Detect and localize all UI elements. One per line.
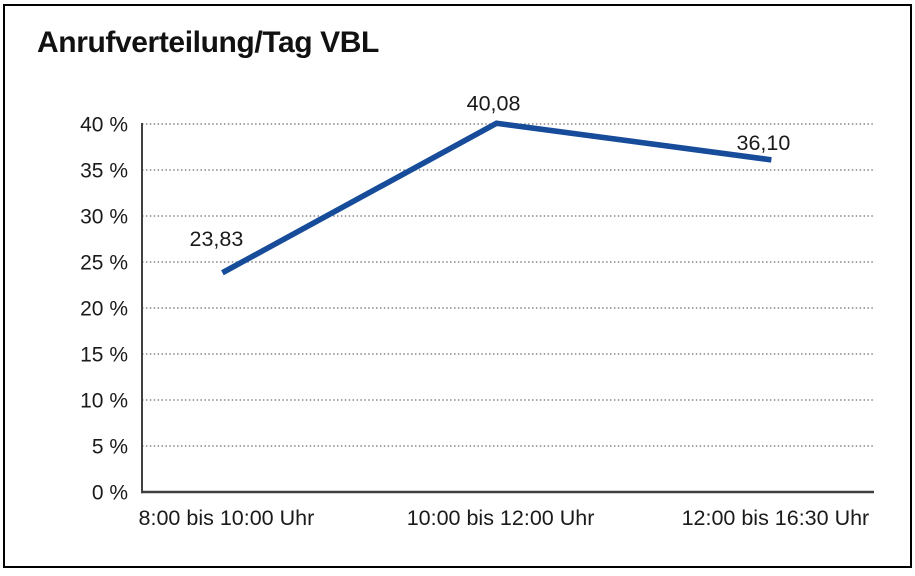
y-tick-label: 15 %	[80, 344, 128, 367]
value-label: 36,10	[736, 131, 790, 155]
y-tick-label: 30 %	[80, 206, 128, 229]
x-tick-label: 12:00 bis 16:30 Uhr	[682, 506, 870, 530]
y-tick-label: 10 %	[80, 390, 128, 413]
y-tick-label: 20 %	[80, 298, 128, 321]
y-tick-label: 25 %	[80, 252, 128, 275]
y-tick-label: 0 %	[92, 482, 128, 505]
x-tick-label: 8:00 bis 10:00 Uhr	[139, 506, 315, 530]
chart-frame	[3, 4, 912, 568]
x-tick-label: 10:00 bis 12:00 Uhr	[407, 506, 595, 530]
y-tick-label: 40 %	[80, 114, 128, 137]
data-line	[221, 120, 772, 276]
y-tick-label: 5 %	[92, 436, 128, 459]
value-label: 40,08	[467, 91, 521, 115]
chart-title: Anrufverteilung/Tag VBL	[37, 26, 379, 59]
value-label: 23,83	[190, 227, 244, 251]
y-tick-label: 35 %	[80, 160, 128, 183]
